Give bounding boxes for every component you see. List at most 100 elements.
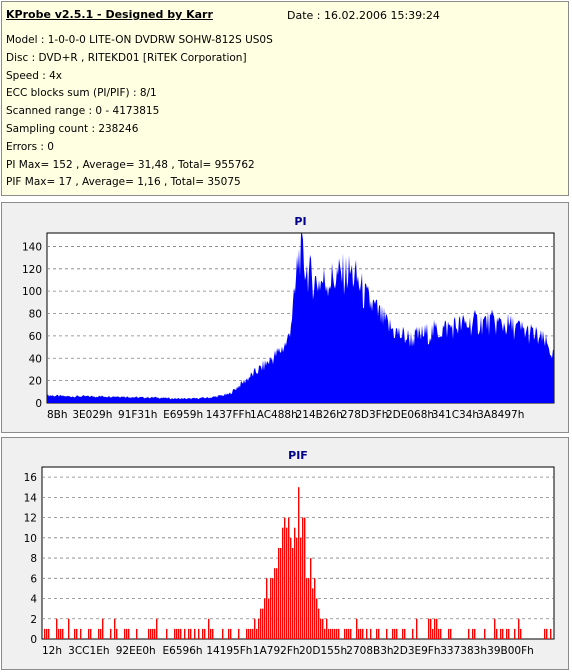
pif-bar (366, 628, 368, 639)
x-tick-label: 1437FFh (206, 409, 251, 421)
info-pif-stats: PIF Max= 17 , Average= 1,16 , Total= 350… (6, 176, 241, 189)
pif-bar (350, 628, 352, 639)
pif-bar (358, 628, 360, 639)
pif-bar (58, 628, 60, 639)
pif-bar (278, 547, 280, 639)
pif-bar (166, 628, 168, 639)
y-tick-label: 60 (29, 331, 42, 343)
pif-bar (392, 628, 394, 639)
pif-bar (328, 628, 330, 639)
y-tick-label: 10 (24, 533, 37, 545)
pif-bar (266, 578, 268, 639)
pif-bar (204, 628, 206, 639)
pif-bar (46, 628, 48, 639)
info-panel: KProbe v2.5.1 - Designed by Karr Date : … (1, 1, 569, 196)
pif-bar (44, 628, 46, 639)
pif-bar (502, 628, 504, 639)
pif-bar (264, 598, 266, 639)
pif-bar (110, 628, 112, 639)
pif-bar (62, 628, 64, 639)
y-tick-label: 120 (22, 264, 42, 276)
pif-bar (286, 527, 288, 639)
pif-chart: PIF 0 2 4 6 8 10 12 14 16 12h 3CC1Eh 92EE0h E6596h 141… (24, 449, 555, 657)
x-tick-label: E6959h (163, 409, 203, 421)
pif-bar (88, 628, 90, 639)
pif-bar (324, 628, 326, 639)
pif-bar (184, 628, 186, 639)
pif-bars (44, 487, 552, 639)
pif-bar (520, 628, 522, 639)
pif-bar (440, 628, 442, 639)
pif-bar (318, 608, 320, 639)
pif-bar (292, 547, 294, 639)
pif-bar (296, 537, 298, 639)
pif-bar (448, 628, 450, 639)
y-tick-label: 4 (30, 594, 37, 606)
pif-bar (128, 628, 130, 639)
y-tick-label: 100 (22, 286, 42, 298)
chart-title: PI (294, 215, 306, 228)
pif-bar (124, 628, 126, 639)
info-speed: Speed : 4x (6, 69, 63, 82)
pif-bar (428, 618, 430, 639)
pif-bar (116, 628, 118, 639)
x-tick-label: 278D3Fh (341, 409, 389, 421)
x-tick-label: 2D3E9Fh (393, 645, 440, 657)
pif-bar (154, 628, 156, 639)
pif-bar (274, 568, 276, 639)
info-model: Model : 1-0-0-0 LITE-ON DVDRW SOHW-812S … (6, 34, 273, 46)
pif-bar (550, 628, 552, 639)
x-tick-label: 12h (42, 645, 62, 657)
pif-bar (250, 628, 252, 639)
y-tick-label: 140 (22, 241, 42, 253)
pif-bar (308, 578, 310, 639)
info-lines: Model : 1-0-0-0 LITE-ON DVDRW SOHW-812S … (6, 32, 273, 192)
pif-bar (294, 527, 296, 639)
x-tick-label: 3E029h (72, 409, 112, 421)
pif-bar (370, 628, 372, 639)
x-tick-label: 1AC488h (250, 409, 298, 421)
pif-bar (316, 598, 318, 639)
pif-bar (362, 628, 364, 639)
pif-bar (48, 628, 50, 639)
y-tick-label: 0 (30, 634, 37, 646)
pif-bar (152, 628, 154, 639)
pif-bar (322, 618, 324, 639)
x-tick-label: 341C34h (432, 409, 479, 421)
pif-bar (194, 628, 196, 639)
info-disc: Disc : DVD+R , RITEKD01 [RiTEK Corporati… (6, 51, 247, 64)
pif-bar (346, 628, 348, 639)
pif-bar (260, 608, 262, 639)
pif-bar (174, 628, 176, 639)
pif-bar (256, 628, 258, 639)
pif-bar (228, 628, 230, 639)
x-tick-label: 91F31h (118, 409, 157, 421)
pif-bar (178, 628, 180, 639)
scan-date: Date : 16.02.2006 15:39:24 (287, 9, 440, 22)
pif-bar (394, 628, 396, 639)
pif-bar (136, 628, 138, 639)
pif-bar (102, 618, 104, 639)
y-tick-label: 20 (29, 376, 42, 388)
pif-bar (306, 578, 308, 639)
pif-bar (254, 618, 256, 639)
pif-bar (284, 517, 286, 639)
pif-bar (80, 628, 82, 639)
pif-bar (314, 578, 316, 639)
pif-bar (332, 628, 334, 639)
pif-bar (198, 628, 200, 639)
pif-bar (156, 618, 158, 639)
pif-bar (438, 628, 440, 639)
pif-bar (336, 628, 338, 639)
x-tick-label: E6596h (163, 645, 203, 657)
pi-series-area (47, 233, 554, 403)
x-tick-label: 20D155h (299, 645, 347, 657)
pif-bar (230, 628, 232, 639)
y-tick-label: 8 (30, 553, 37, 565)
pif-bar (126, 628, 128, 639)
pif-bar (56, 618, 58, 639)
x-tick-label: 3A8497h (477, 409, 524, 421)
x-tick-label: 337383h (440, 645, 487, 657)
pif-bar (246, 628, 248, 639)
pif-bar (320, 618, 322, 639)
